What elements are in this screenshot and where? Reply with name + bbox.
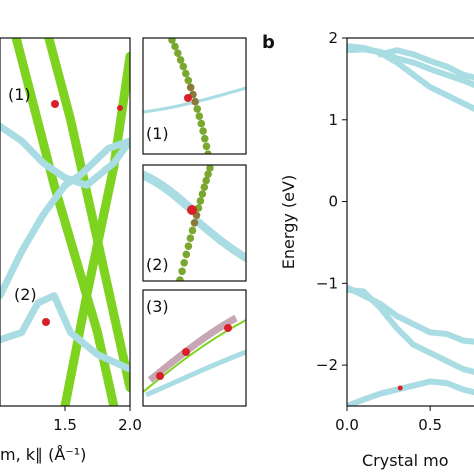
annotation-2: (2) <box>14 285 37 304</box>
crossing-marker-1 <box>51 100 59 108</box>
inset-1-dot-16 <box>202 142 211 151</box>
inset-2-dot-12 <box>184 242 193 250</box>
x-tick-label-2: 2.0 <box>118 416 142 434</box>
insets: (1) (2) (3) <box>142 37 247 407</box>
inset-1-dot-11 <box>193 105 202 113</box>
y-axis-label: Energy (eV) <box>279 175 298 269</box>
x-tick-label-1: 1.5 <box>53 416 77 434</box>
inset-2-dot-6 <box>196 197 205 205</box>
inset-2-frame <box>142 164 247 282</box>
inset-3-frame <box>142 289 247 407</box>
inset-1-dot-13 <box>197 119 206 128</box>
inset-2-label: (2) <box>146 255 169 274</box>
panel-b-plot-area <box>347 43 474 406</box>
inset-1-dot-8 <box>186 83 195 92</box>
crossing-marker-1b <box>117 105 123 111</box>
panel-a-series-5 <box>0 137 130 300</box>
inset-1-dot-15 <box>201 134 209 143</box>
inset-2-dot-3 <box>202 176 210 185</box>
inset-3-plot <box>143 314 246 398</box>
panel-a: (1) (2) 1.5 2.0 m, k∥ (Å⁻¹) <box>0 37 142 464</box>
inset-1-crossing <box>184 94 192 102</box>
inset-2-dot-2 <box>204 170 212 178</box>
inset-2-dot-4 <box>200 183 209 191</box>
panel-a-series-2 <box>44 38 130 393</box>
y-tick-label-5: −2 <box>316 356 338 374</box>
inset-2-dot-15 <box>178 267 186 276</box>
inset-1-dot-14 <box>199 127 207 135</box>
inset-1-dot-17 <box>204 150 212 154</box>
crossing-marker-2 <box>42 318 50 326</box>
inset-1-dot-4 <box>176 56 185 64</box>
panel-b-x-ticks: 0.0 0.5 <box>335 406 442 434</box>
inset-1-dot-6 <box>182 69 190 78</box>
x-tick-label-b-2: 0.5 <box>418 416 442 434</box>
inset-2-dot-5 <box>198 190 207 198</box>
inset-2-cyan-upper <box>143 170 195 213</box>
inset-3-crossing-1 <box>156 372 164 380</box>
inset-1-plot <box>143 38 246 154</box>
y-tick-label-3: 0 <box>328 193 338 211</box>
inset-1-dot-3 <box>174 49 182 57</box>
inset-1-dot-7 <box>184 76 193 85</box>
panel-b-label: b <box>262 32 275 53</box>
panel-b-series-6 <box>347 378 474 406</box>
panel-b-crossing <box>397 385 403 391</box>
inset-2-dot-9 <box>190 219 199 227</box>
inset-2-cyan-lower <box>194 218 246 262</box>
inset-2-dot-10 <box>188 226 197 235</box>
panel-a-series-3 <box>60 51 130 406</box>
panel-b-series-3 <box>377 47 474 81</box>
inset-1-dot-1 <box>168 38 176 44</box>
panel-a-series-1 <box>11 38 119 406</box>
inset-1-dot-12 <box>195 112 204 120</box>
panel-a-plot-area <box>0 38 130 406</box>
panel-b-series-5 <box>347 284 474 345</box>
y-tick-label-1: 2 <box>328 29 338 47</box>
inset-2-plot <box>143 165 246 281</box>
inset-2-dot-11 <box>186 234 195 242</box>
inset-1-cyan-band <box>143 86 246 114</box>
panel-a-series-4 <box>0 122 130 189</box>
inset-3-cyan-band <box>145 349 246 398</box>
inset-2-green-dots <box>176 165 214 281</box>
panel-a-series-6 <box>0 292 130 373</box>
inset-1-dot-10 <box>191 97 199 106</box>
inset-3-mixed-band <box>147 314 238 383</box>
y-tick-label-2: 1 <box>328 111 338 129</box>
inset-1-frame <box>142 37 247 155</box>
annotation-1: (1) <box>8 85 31 104</box>
inset-2-dot-1 <box>206 165 214 172</box>
inset-1-label: (1) <box>146 124 169 143</box>
panel-b-series-2 <box>347 46 474 88</box>
inset-2-crossing <box>187 205 197 215</box>
inset-1-dot-2 <box>171 42 179 51</box>
inset-3-crossing-3 <box>224 324 232 332</box>
panel-b-series-4 <box>347 286 474 375</box>
inset-2-dot-13 <box>182 250 191 259</box>
y-tick-label-4: −1 <box>316 274 338 292</box>
inset-2-dot-14 <box>180 259 188 267</box>
inset-2-dot-16 <box>176 276 184 281</box>
inset-3-crossing-2 <box>182 348 190 356</box>
panel-b-y-ticks: 2 1 0 −1 −2 <box>316 29 347 374</box>
x-axis-label: m, k∥ (Å⁻¹) <box>0 445 86 464</box>
x-tick-label-b-1: 0.0 <box>335 416 359 434</box>
x-axis-label-b: Crystal mo <box>362 451 449 470</box>
panel-b-frame <box>346 37 474 407</box>
inset-3-label: (3) <box>146 297 169 316</box>
panel-b: b 2 1 0 −1 −2 0.0 0.5 Energy (eV) Crystal mo <box>262 29 474 470</box>
inset-1-dot-5 <box>179 62 188 71</box>
